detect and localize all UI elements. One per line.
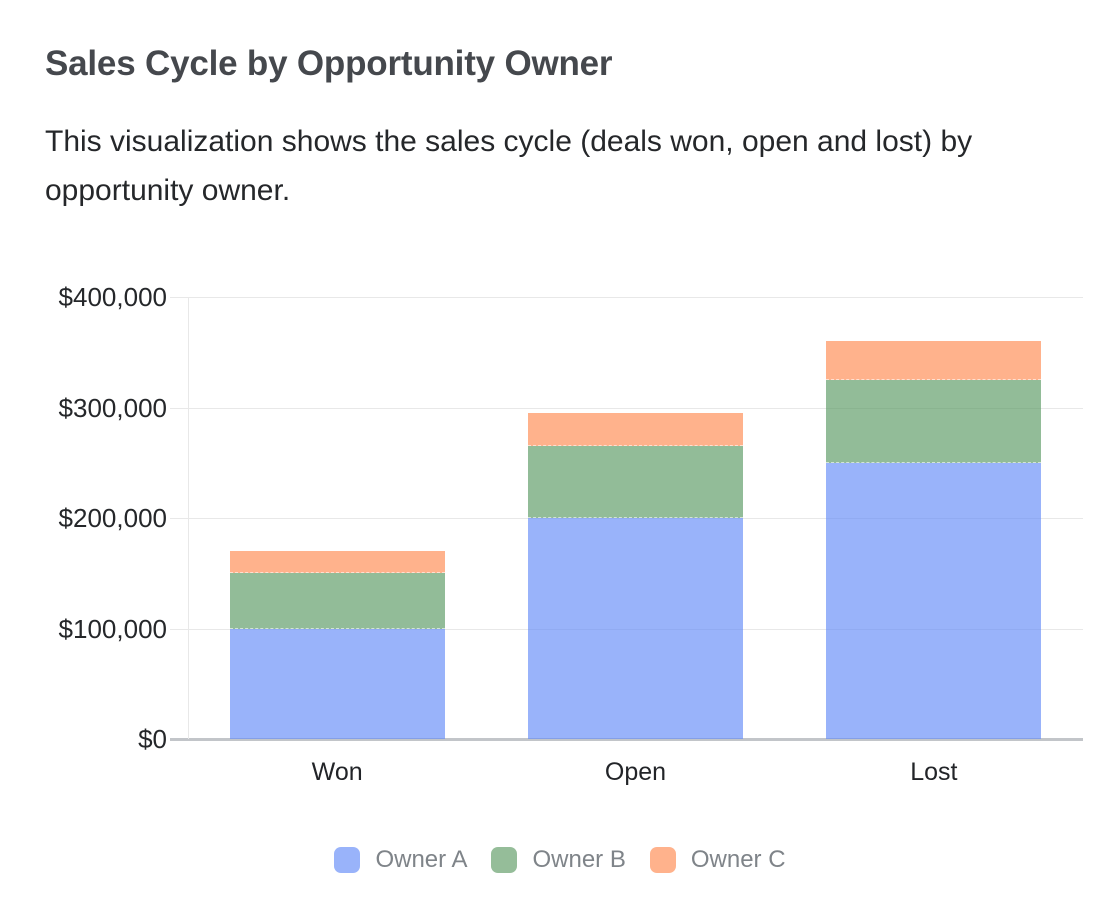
bar-owner-b-lost[interactable] (826, 379, 1042, 463)
bar-owner-c-lost[interactable] (826, 341, 1042, 380)
page-title: Sales Cycle by Opportunity Owner (45, 44, 613, 83)
legend-swatch-owner-b (491, 847, 518, 873)
legend-label: Owner A (375, 846, 468, 873)
bar-owner-c-won[interactable] (229, 551, 445, 574)
legend-swatch-owner-a (334, 847, 361, 873)
x-tick-label-open: Open (604, 758, 667, 786)
y-gridline (170, 407, 1083, 409)
bar-owner-a-won[interactable] (229, 628, 445, 739)
legend-label: Owner C (690, 846, 786, 873)
y-gridline (170, 297, 1083, 298)
bar-owner-b-won[interactable] (229, 573, 445, 629)
y-tick-label: $100,000 (58, 613, 167, 644)
x-axis-baseline (170, 738, 1083, 741)
x-tick-label-won: Won (311, 758, 363, 786)
legend-item-owner-a[interactable]: Owner A (334, 846, 467, 874)
x-tick-label-lost: Lost (910, 758, 958, 786)
y-axis-line (188, 297, 189, 739)
y-tick-label: $300,000 (58, 392, 167, 423)
bar-owner-a-lost[interactable] (826, 462, 1042, 739)
bar-owner-c-open[interactable] (528, 413, 743, 447)
legend-label: Owner B (532, 846, 626, 873)
y-tick-label: $0 (138, 724, 167, 754)
page-description: This visualization shows the sales cycle… (45, 125, 973, 207)
legend-item-owner-c[interactable]: Owner C (649, 846, 786, 874)
legend-item-owner-b[interactable]: Owner B (491, 846, 626, 874)
y-tick-label: $400,000 (58, 282, 167, 312)
chart-legend: Owner A Owner B Owner C (0, 846, 1120, 874)
y-tick-label: $200,000 (58, 503, 167, 533)
legend-swatch-owner-c (649, 847, 676, 873)
bar-owner-a-open[interactable] (528, 518, 743, 739)
bar-owner-b-open[interactable] (528, 446, 743, 518)
